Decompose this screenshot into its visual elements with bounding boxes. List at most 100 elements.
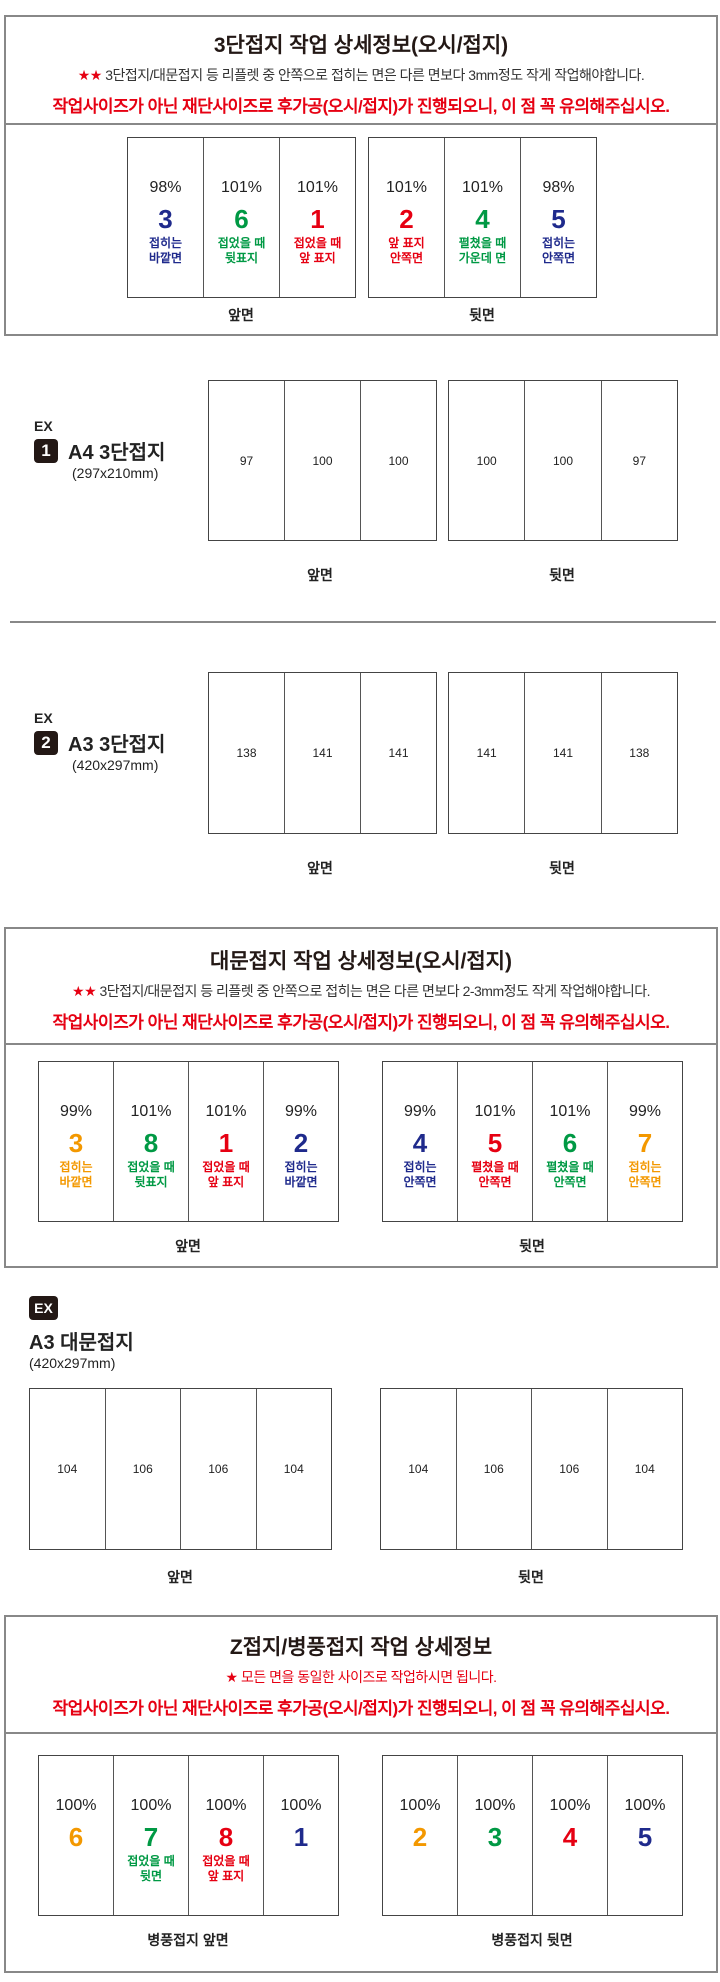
ex-label: EX <box>34 418 53 434</box>
face-description-line: 접었을 때 <box>202 1159 250 1174</box>
fold-face: 104 <box>381 1389 456 1549</box>
face-description: 펼쳤을 때 가운데 면 <box>445 236 520 266</box>
back-label: 뒷면 <box>469 307 495 323</box>
face-description-line: 바깥면 <box>59 1174 93 1189</box>
face-number: 7 <box>143 1822 159 1852</box>
face-size-mm: 104 <box>634 1462 655 1476</box>
front-label: 앞면 <box>167 1569 193 1585</box>
face-percent: 99% <box>403 1103 437 1120</box>
face-description-line: 펼쳤을 때 <box>458 235 507 250</box>
face-number: 6 <box>562 1128 578 1158</box>
front-label: 앞면 <box>228 307 254 323</box>
section-title: 대문접지 작업 상세정보(오시/접지) <box>210 950 512 973</box>
face-size-mm: 104 <box>408 1462 429 1476</box>
face-description: 접었을 때 뒷표지 <box>204 236 279 266</box>
front-panel: 97 100 100 <box>208 380 437 541</box>
fold-face: 141 <box>360 673 436 833</box>
fold-face: 100% 6 <box>39 1756 113 1915</box>
front-label: 앞면 <box>307 567 333 583</box>
face-number: 8 <box>218 1822 234 1852</box>
face-description: 접히는 안쪽면 <box>383 1160 457 1190</box>
face-description-line: 펼쳤을 때 <box>471 1159 519 1174</box>
gate-fold-info-header: 대문접지 작업 상세정보(오시/접지) ★★ 3단접지/대문접지 등 리플렛 중… <box>6 929 716 1045</box>
example-3-heading: EX A3 대문접지 (420x297mm) <box>29 1296 134 1371</box>
face-size-mm: 106 <box>559 1462 580 1476</box>
fold-face: 101% 5 펼쳤을 때 안쪽면 <box>457 1062 532 1221</box>
face-description: 접히는 바깥면 <box>39 1160 113 1190</box>
face-description-line: 뒷면 <box>139 1868 163 1883</box>
back-panel: 100 100 97 <box>448 380 678 541</box>
face-percent: 99% <box>59 1103 93 1120</box>
face-percent: 101% <box>205 1103 247 1120</box>
face-size-mm: 100 <box>312 453 333 468</box>
note-text: 3단접지/대문접지 등 리플렛 중 안쪽으로 접히는 면은 다른 면보다 2-3… <box>99 983 651 999</box>
face-description: 접었을 때 뒷면 <box>114 1854 188 1884</box>
face-description-line: 안쪽면 <box>478 1174 512 1189</box>
face-description: 펼쳤을 때 안쪽면 <box>458 1160 532 1190</box>
face-size-mm: 100 <box>388 453 409 468</box>
fold-face: 99% 7 접히는 안쪽면 <box>607 1062 682 1221</box>
face-size-mm: 138 <box>236 746 257 760</box>
fold-face: 100 <box>449 381 524 540</box>
face-size-mm: 97 <box>239 453 254 468</box>
fold-face: 106 <box>455 1389 532 1549</box>
front-panel: 138 141 141 <box>208 672 437 834</box>
front-label: 앞면 <box>175 1238 201 1254</box>
face-description-line: 접히는 <box>541 235 576 250</box>
fold-face: 138 <box>600 673 677 833</box>
face-percent: 101% <box>130 1103 172 1120</box>
face-number: 2 <box>412 1822 428 1852</box>
back-label: 뒷면 <box>518 1569 544 1585</box>
face-description-line: 앞 표지 <box>207 1868 245 1883</box>
face-percent: 100% <box>549 1797 591 1814</box>
face-description-line: 접었을 때 <box>293 235 342 250</box>
fold-face: 100% 5 <box>607 1756 682 1915</box>
face-description-line: 펼쳤을 때 <box>546 1159 594 1174</box>
face-number: 2 <box>399 204 414 234</box>
fold-face: 104 <box>606 1389 683 1549</box>
back-label: 뒷면 <box>549 567 575 583</box>
front-label: 병풍접지 앞면 <box>147 1932 229 1948</box>
ex-badge: EX <box>29 1296 58 1320</box>
face-description: 접히는 안쪽면 <box>521 236 596 266</box>
face-percent: 100% <box>55 1797 97 1814</box>
back-panel: 101% 2 앞 표지 안쪽면 101% 4 펼쳤을 때 가운데 면 98% 5 접히는 안쪽면 <box>368 137 597 298</box>
face-description-line: 접히는 <box>284 1159 318 1174</box>
face-number: 1 <box>293 1822 309 1852</box>
face-size-mm: 141 <box>476 746 497 760</box>
star-icon: ★★ <box>77 67 103 83</box>
fold-face: 141 <box>449 673 524 833</box>
face-size-mm: 104 <box>283 1462 304 1476</box>
fold-face: 101% 6 접었을 때 뒷표지 <box>203 138 279 297</box>
face-percent: 101% <box>474 1103 516 1120</box>
example-1-heading: EX 1 A4 3단접지 (297x210mm) <box>34 418 165 481</box>
front-panel: 104 106 106 104 <box>29 1388 332 1550</box>
face-description-line: 접히는 <box>148 235 183 250</box>
face-number: 3 <box>68 1128 84 1158</box>
back-panel: 104 106 106 104 <box>380 1388 683 1550</box>
star-icon: ★ <box>225 1669 238 1685</box>
example-number-badge: 2 <box>34 730 58 755</box>
section-title: Z접지/병풍접지 작업 상세정보 <box>229 1636 493 1659</box>
fold-face: 99% 3 접히는 바깥면 <box>39 1062 113 1221</box>
front-label: 앞면 <box>307 860 333 876</box>
face-percent: 98% <box>149 179 182 196</box>
fold-face: 100% 1 <box>263 1756 338 1915</box>
face-description-line: 안쪽면 <box>403 1174 437 1189</box>
fold-face: 100% 3 <box>457 1756 532 1915</box>
z-fold-info-header: Z접지/병풍접지 작업 상세정보 ★ 모든 면을 동일한 사이즈로 작업하시면 … <box>6 1617 716 1734</box>
fold-face: 101% 6 펼쳤을 때 안쪽면 <box>532 1062 607 1221</box>
fold-face: 99% 4 접히는 안쪽면 <box>383 1062 457 1221</box>
face-number: 7 <box>637 1128 653 1158</box>
section-note: ★★ 3단접지/대문접지 등 리플렛 중 안쪽으로 접히는 면은 다른 면보다 … <box>6 65 716 85</box>
fold-face: 104 <box>255 1389 332 1549</box>
face-description-line: 가운데 면 <box>458 250 507 265</box>
face-number: 5 <box>551 204 566 234</box>
face-size-mm: 141 <box>552 746 573 760</box>
face-description-line: 앞 표지 <box>299 250 336 265</box>
divider <box>10 621 716 623</box>
